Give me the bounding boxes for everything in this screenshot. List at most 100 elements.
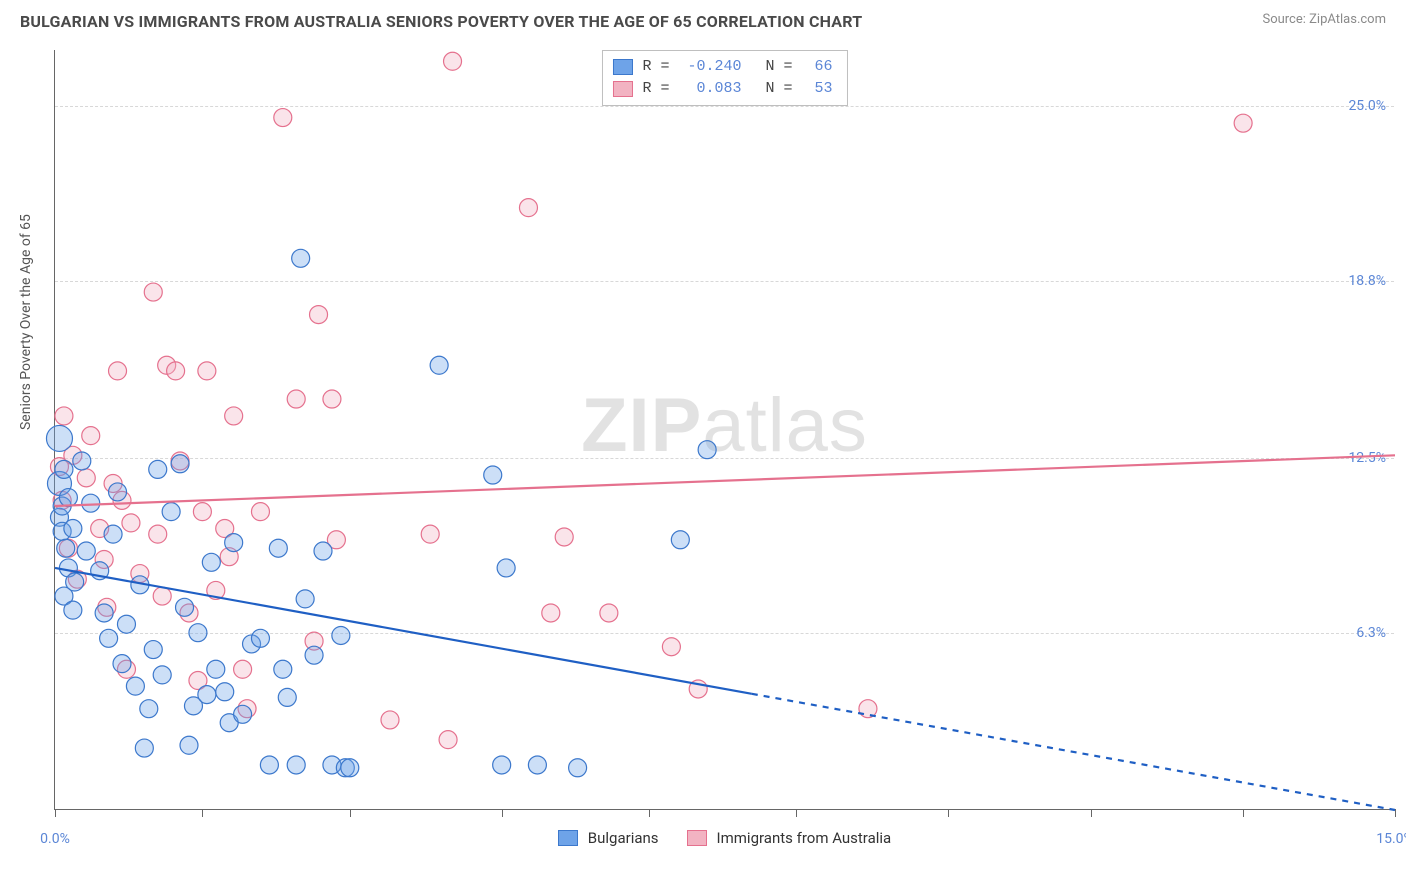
- data-point: [421, 525, 439, 543]
- data-point: [95, 604, 113, 622]
- data-point: [82, 427, 100, 445]
- data-point: [153, 587, 171, 605]
- data-point: [82, 494, 100, 512]
- data-point: [122, 514, 140, 532]
- plot-area: 6.3%12.5%18.8%25.0% ZIPatlas R = -0.240 …: [54, 50, 1394, 810]
- data-point: [274, 109, 292, 127]
- data-point: [189, 624, 207, 642]
- data-point: [671, 531, 689, 549]
- data-point: [57, 539, 75, 557]
- r-label: R =: [642, 78, 669, 100]
- data-point: [64, 601, 82, 619]
- data-point: [202, 553, 220, 571]
- data-point: [662, 638, 680, 656]
- data-point: [100, 629, 118, 647]
- data-point: [251, 503, 269, 521]
- data-point: [144, 641, 162, 659]
- data-point: [269, 539, 287, 557]
- data-point: [176, 598, 194, 616]
- r-legend-row-bulgarians: R = -0.240 N = 66: [612, 56, 832, 78]
- data-point: [73, 452, 91, 470]
- legend-label-immigrants: Immigrants from Australia: [717, 829, 892, 847]
- data-point: [113, 655, 131, 673]
- data-point: [234, 705, 252, 723]
- swatch-immigrants: [687, 830, 707, 846]
- regression-line: [55, 455, 1395, 506]
- data-point: [180, 736, 198, 754]
- data-point: [140, 700, 158, 718]
- data-point: [162, 503, 180, 521]
- y-axis-title: Seniors Poverty Over the Age of 65: [18, 214, 34, 430]
- data-point: [64, 520, 82, 538]
- data-point: [555, 528, 573, 546]
- data-point: [109, 483, 127, 501]
- data-point: [59, 489, 77, 507]
- data-point: [193, 503, 211, 521]
- data-point: [66, 573, 84, 591]
- data-point: [569, 759, 587, 777]
- data-point: [484, 466, 502, 484]
- data-point: [296, 590, 314, 608]
- legend-item-immigrants: Immigrants from Australia: [687, 829, 892, 847]
- data-point: [126, 677, 144, 695]
- data-point: [234, 660, 252, 678]
- data-point: [77, 542, 95, 560]
- data-point: [278, 688, 296, 706]
- data-point: [698, 441, 716, 459]
- data-point: [149, 460, 167, 478]
- data-point: [225, 407, 243, 425]
- swatch-bulgarians: [612, 59, 632, 75]
- regression-line: [752, 694, 1395, 810]
- legend-item-bulgarians: Bulgarians: [558, 829, 659, 847]
- correlation-legend: R = -0.240 N = 66 R = 0.083 N = 53: [601, 50, 847, 106]
- r-legend-row-immigrants: R = 0.083 N = 53: [612, 78, 832, 100]
- data-point: [149, 525, 167, 543]
- data-point: [439, 731, 457, 749]
- data-point: [314, 542, 332, 560]
- chart-title: BULGARIAN VS IMMIGRANTS FROM AUSTRALIA S…: [20, 12, 862, 31]
- data-point: [46, 425, 72, 451]
- data-point: [305, 646, 323, 664]
- data-point: [144, 283, 162, 301]
- data-point: [171, 455, 189, 473]
- data-point: [198, 362, 216, 380]
- data-point: [1234, 114, 1252, 132]
- data-point: [260, 756, 278, 774]
- data-point: [153, 666, 171, 684]
- data-point: [251, 629, 269, 647]
- data-point: [55, 460, 73, 478]
- data-point: [519, 199, 537, 217]
- data-point: [55, 407, 73, 425]
- n-value-immigrants: 53: [803, 78, 833, 100]
- data-point: [323, 390, 341, 408]
- data-point: [542, 604, 560, 622]
- data-point: [310, 306, 328, 324]
- data-point: [292, 249, 310, 267]
- data-point: [497, 559, 515, 577]
- r-value-immigrants: 0.083: [680, 78, 742, 100]
- source-label: Source: ZipAtlas.com: [1262, 12, 1386, 27]
- data-point: [109, 362, 127, 380]
- data-point: [225, 534, 243, 552]
- data-point: [381, 711, 399, 729]
- r-label: R =: [642, 56, 669, 78]
- swatch-bulgarians: [558, 830, 578, 846]
- data-point: [600, 604, 618, 622]
- data-point: [135, 739, 153, 757]
- data-point: [198, 686, 216, 704]
- data-point: [341, 759, 359, 777]
- swatch-immigrants: [612, 81, 632, 97]
- data-point: [287, 390, 305, 408]
- n-label: N =: [752, 78, 793, 100]
- data-point: [430, 356, 448, 374]
- data-point: [444, 52, 462, 70]
- n-value-bulgarians: 66: [803, 56, 833, 78]
- scatter-svg: [55, 50, 1394, 809]
- data-point: [77, 469, 95, 487]
- n-label: N =: [752, 56, 793, 78]
- r-value-bulgarians: -0.240: [680, 56, 742, 78]
- series-legend: Bulgarians Immigrants from Australia: [55, 829, 1394, 847]
- data-point: [117, 615, 135, 633]
- data-point: [493, 756, 511, 774]
- data-point: [104, 525, 122, 543]
